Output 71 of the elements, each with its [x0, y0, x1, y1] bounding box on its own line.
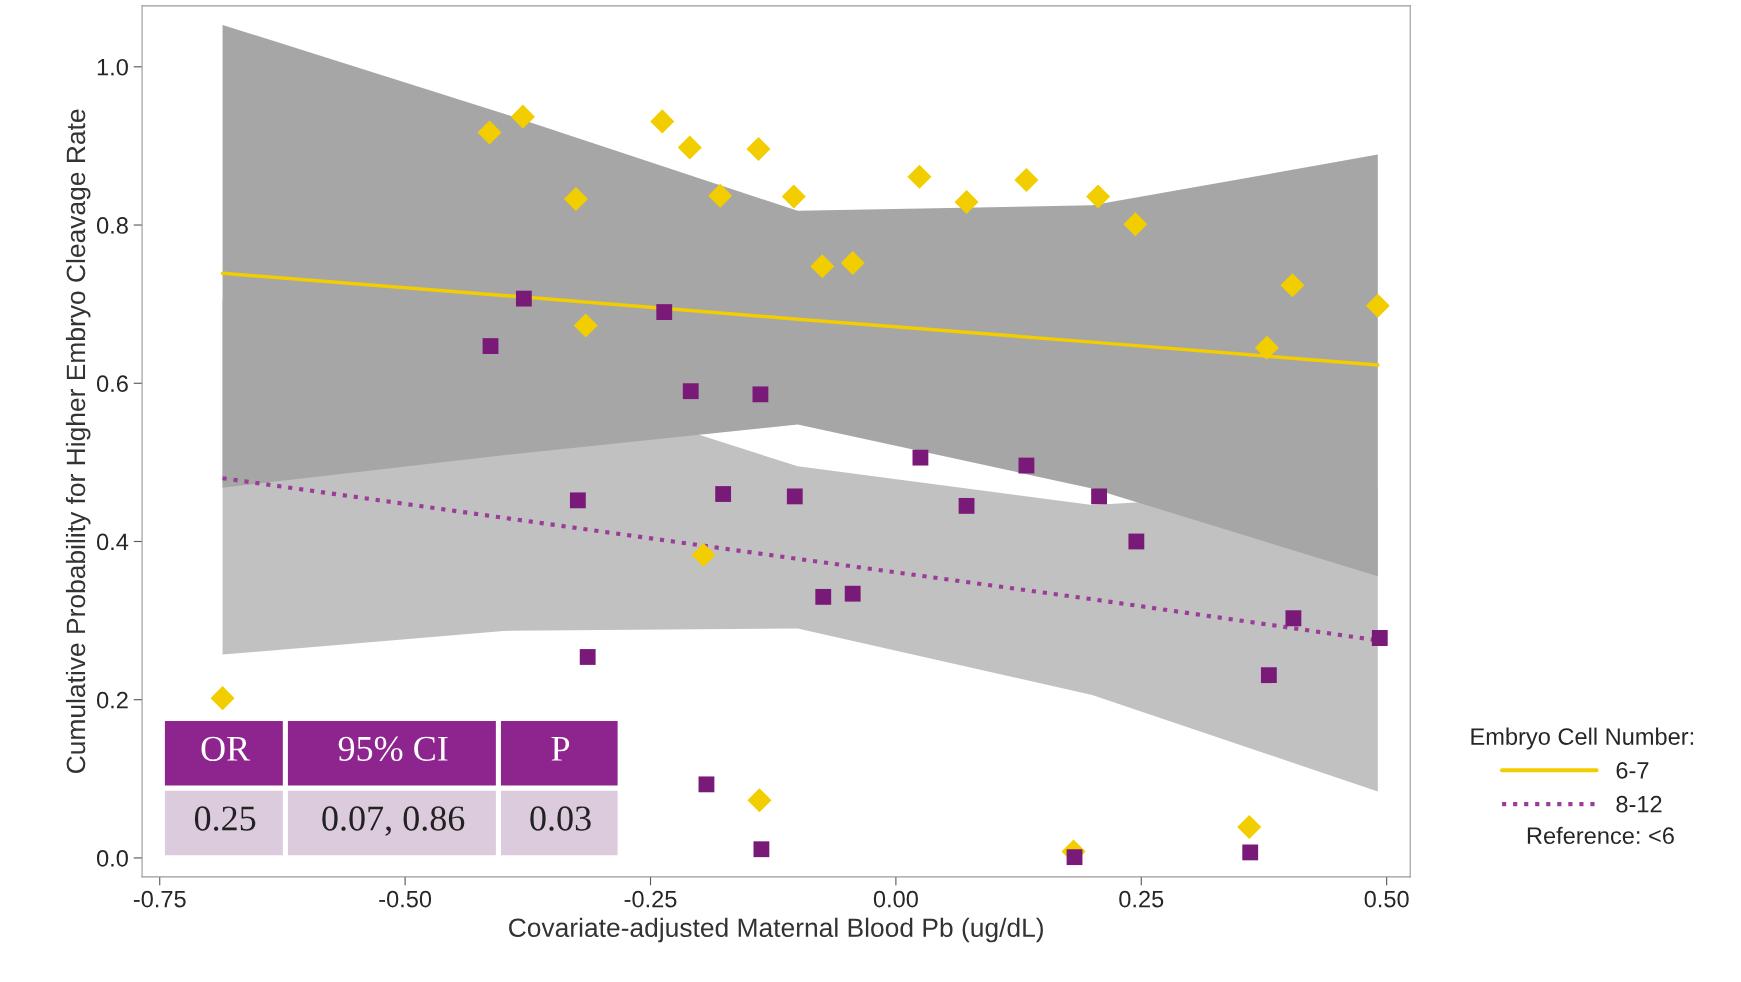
annotation: 95% CI	[338, 736, 448, 762]
annotation: 0.07, 0.86	[322, 806, 465, 836]
point	[1371, 630, 1388, 646]
point	[753, 841, 770, 858]
y-tick-label: 0.0	[96, 850, 128, 867]
x-tick-label: -0.50	[379, 890, 432, 908]
point	[1365, 293, 1390, 318]
point	[1254, 335, 1279, 360]
y-tick-label: 0.6	[96, 375, 128, 393]
x-axis-title: Covariate-adjusted Maternal Blood Pb (ug/dL)	[509, 917, 1043, 943]
point	[682, 383, 699, 400]
point	[573, 313, 598, 338]
point	[844, 585, 861, 602]
point	[1285, 610, 1302, 627]
x-tick-label: 0.00	[873, 890, 918, 908]
point	[1086, 184, 1111, 209]
y-tick-label: 0.4	[96, 533, 129, 551]
point	[958, 497, 975, 514]
point	[708, 183, 733, 208]
line-series	[220, 271, 1380, 367]
y-tick-label: 0.2	[96, 691, 128, 709]
point	[752, 386, 769, 403]
point	[815, 588, 832, 605]
point	[510, 104, 535, 129]
point	[810, 254, 835, 279]
point	[656, 304, 673, 320]
point	[1237, 815, 1262, 840]
point	[954, 190, 979, 215]
point	[1066, 849, 1083, 866]
point	[840, 250, 865, 276]
point	[579, 649, 596, 665]
annotation: OR	[201, 736, 251, 761]
point	[1260, 667, 1277, 684]
point	[781, 184, 806, 209]
y-axis-title: Cumulative Probability for Higher Embryo Cleavage Rate	[65, 109, 91, 773]
point	[1280, 273, 1305, 298]
point	[1091, 488, 1107, 505]
point	[698, 776, 715, 793]
point	[1123, 212, 1148, 237]
point	[677, 135, 702, 160]
point	[563, 186, 588, 211]
x-tick-label: 0.50	[1364, 890, 1409, 908]
point	[650, 109, 675, 134]
legend-label: 6-7	[1616, 762, 1649, 779]
point	[715, 486, 732, 502]
x-tick-label: -0.75	[133, 890, 186, 908]
point	[569, 492, 586, 509]
legend-label: 8-12	[1616, 795, 1662, 813]
point	[907, 164, 932, 189]
point	[746, 137, 771, 162]
legend-title: Embryo Cell Number:	[1471, 727, 1694, 750]
point	[786, 488, 803, 505]
y-tick-label: 0.8	[96, 217, 128, 234]
point	[691, 542, 716, 567]
point	[1014, 167, 1039, 192]
annotation: 0.25	[194, 806, 256, 831]
point	[1128, 533, 1145, 550]
point	[912, 449, 929, 466]
point	[1018, 457, 1035, 474]
y-tick-label: 1.0	[97, 58, 128, 76]
point	[1242, 844, 1259, 861]
point	[515, 290, 532, 307]
x-tick-label: -0.25	[624, 890, 677, 908]
annotation: 0.03	[530, 806, 591, 831]
point	[210, 686, 235, 711]
annotation: P	[551, 736, 570, 761]
text: Reference: <6	[1527, 826, 1674, 845]
point	[477, 120, 502, 145]
point	[482, 338, 499, 354]
x-tick-label: 0.25	[1119, 890, 1164, 908]
point	[747, 788, 772, 813]
